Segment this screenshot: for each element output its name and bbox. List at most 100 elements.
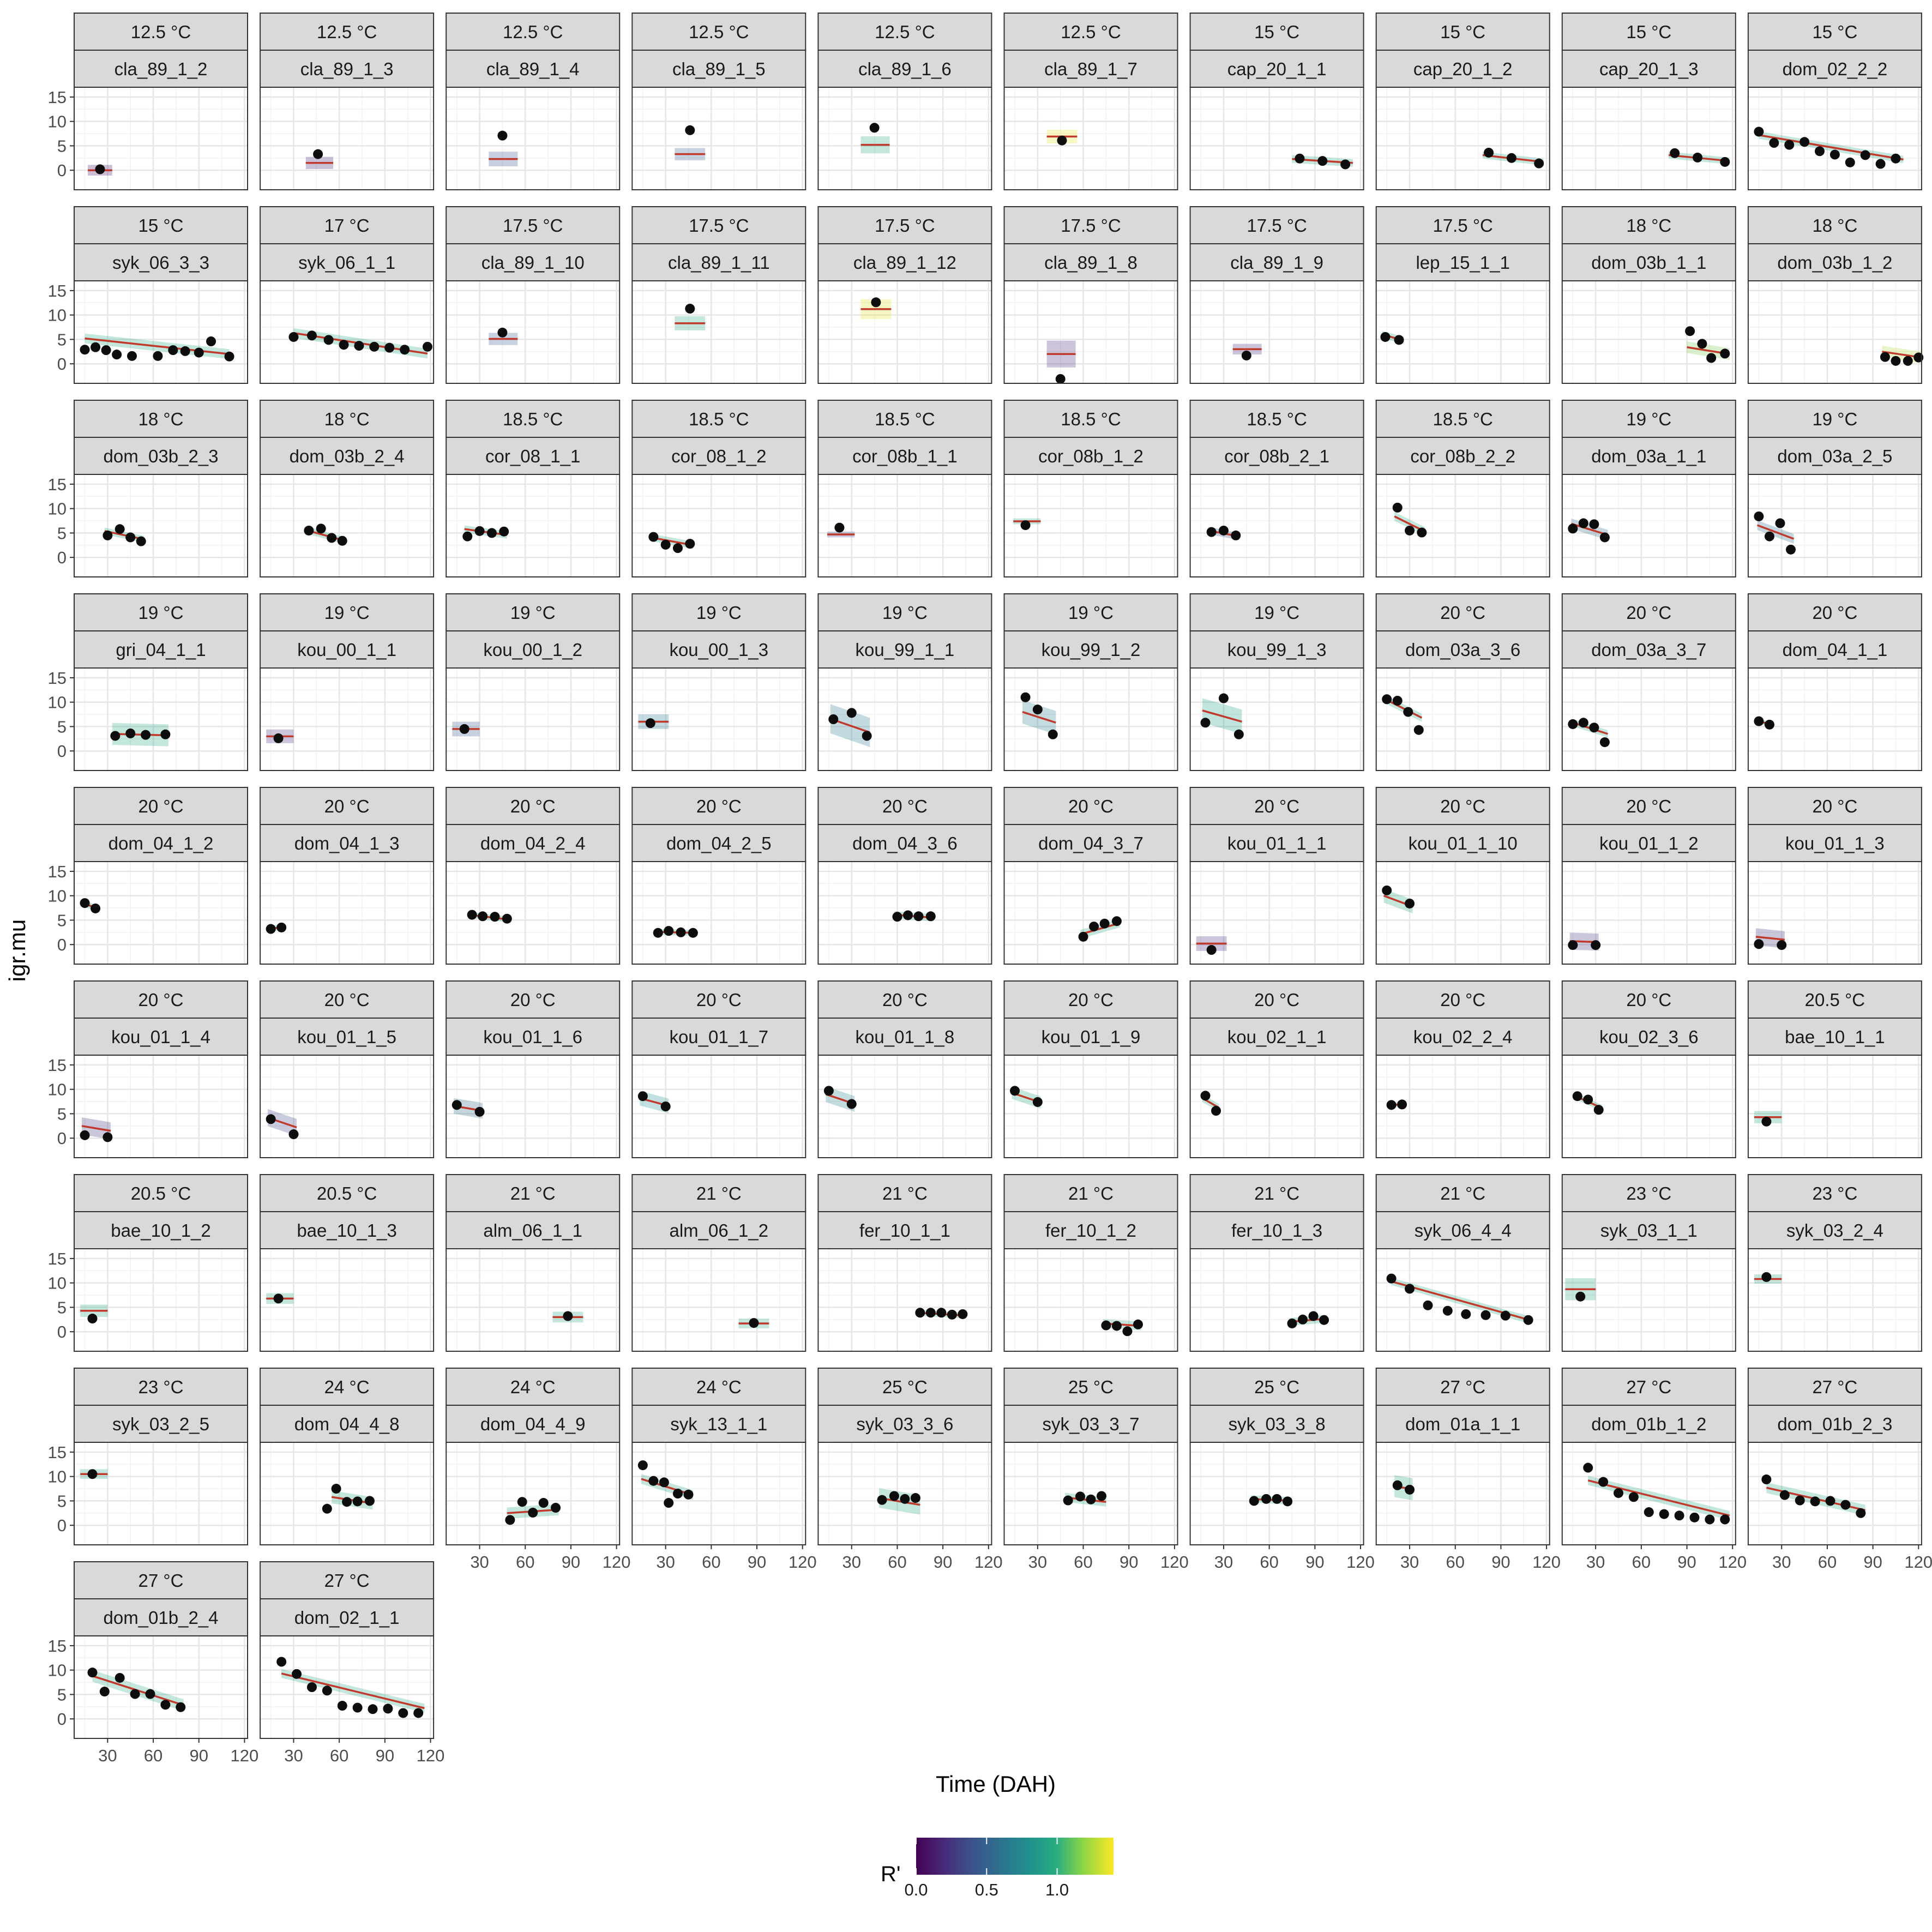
strip-temperature-label: 18 °C <box>139 409 184 429</box>
strip-temperature-label: 19 °C <box>696 603 742 623</box>
facet-panel-syk_03_2_4: 23 °C syk_03_2_4 <box>1747 1174 1922 1352</box>
strip-id-label: syk_13_1_1 <box>670 1414 767 1434</box>
strip-id <box>817 437 992 475</box>
y-tick-label: 10 <box>48 1080 67 1099</box>
panel-border <box>1747 1442 1922 1545</box>
strip-temperature-label: 21 °C <box>510 1183 556 1203</box>
panel-border <box>74 1635 248 1739</box>
gridlines <box>74 1249 248 1351</box>
strip-temperature-label: 15 °C <box>139 215 184 236</box>
y-tick-label: 0 <box>57 161 67 180</box>
gridlines <box>446 87 620 190</box>
strip-temperature <box>817 13 992 51</box>
gridlines <box>1562 474 1736 577</box>
strip-temperature <box>631 13 806 51</box>
data-point <box>306 330 317 341</box>
y-tick-label: 5 <box>57 523 67 543</box>
panel-border <box>446 861 621 965</box>
plot-area <box>1376 668 1550 771</box>
fit-line <box>281 1672 425 1710</box>
gridlines <box>74 862 248 964</box>
strip-temperature <box>74 400 248 438</box>
facet-panel-cor_08b_2_2: 18.5 °C cor_08b_2_2 <box>1375 400 1550 577</box>
gridlines <box>818 1442 992 1545</box>
facet-panel-cor_08b_2_1: 18.5 °C cor_08b_2_1 <box>1189 400 1364 577</box>
strip-id <box>74 1598 248 1636</box>
strip-id <box>1747 437 1922 475</box>
gridlines <box>260 668 434 771</box>
strip-temperature-label: 21 °C <box>1068 1183 1114 1203</box>
gridlines <box>1562 87 1736 190</box>
x-tick-label: 90 <box>1491 1552 1510 1572</box>
strip-temperature-label: 18.5 °C <box>689 409 749 429</box>
data-point <box>648 532 659 542</box>
strip-temperature-label: 20 °C <box>1812 796 1857 816</box>
strip-temperature <box>1747 593 1922 631</box>
strip-id <box>260 50 435 88</box>
x-tick-label: 120 <box>1160 1552 1189 1572</box>
data-point <box>1754 939 1764 949</box>
data-point <box>1287 1318 1297 1328</box>
facet-panel-dom_04_2_4: 20 °C dom_04_2_4 <box>446 787 621 965</box>
strip-temperature-label: 17.5 °C <box>875 215 935 236</box>
data-point <box>1211 1106 1221 1116</box>
plot-area <box>1004 1249 1178 1351</box>
facet-panel-syk_13_1_1: 24 °C syk_13_1_1 30 60 90 120 <box>631 1368 817 1572</box>
fit-line <box>1080 922 1120 936</box>
panel-border <box>1189 280 1364 384</box>
panel-border <box>446 87 621 190</box>
panel-border <box>631 861 806 965</box>
plot-area <box>632 474 806 577</box>
data-point <box>925 911 936 922</box>
plot-area <box>446 1442 620 1545</box>
strip-id-label: dom_01b_2_4 <box>103 1608 218 1628</box>
data-point <box>486 528 497 538</box>
plot-area <box>632 281 806 383</box>
strip-temperature <box>446 400 621 438</box>
strip-temperature <box>1747 980 1922 1019</box>
strip-id-label: syk_06_1_1 <box>298 252 395 273</box>
data-point <box>925 1308 936 1318</box>
data-point <box>497 327 508 338</box>
strip-id-label: cla_89_1_6 <box>858 59 952 79</box>
data-point <box>1599 737 1610 748</box>
data-point <box>101 345 111 356</box>
strip-temperature <box>817 593 992 631</box>
strip-temperature-label: 12.5 °C <box>131 22 191 42</box>
plot-area <box>446 1249 620 1351</box>
plot-area <box>1190 1442 1364 1545</box>
data-point <box>1405 1284 1415 1294</box>
data-point <box>1111 1321 1122 1331</box>
facet-panel-kou_01_1_8: 20 °C kou_01_1_8 <box>817 980 992 1158</box>
strip-id-label: kou_01_1_1 <box>1227 833 1327 853</box>
data-point <box>112 350 122 360</box>
data-point <box>1405 898 1415 908</box>
strip-temperature-label: 12.5 °C <box>503 22 563 42</box>
data-point <box>551 1502 561 1513</box>
x-tick-label: 90 <box>1863 1552 1882 1572</box>
y-tick-label: 5 <box>57 136 67 155</box>
data-point <box>462 531 473 541</box>
data-point <box>877 1495 887 1505</box>
data-point <box>1644 1507 1654 1518</box>
data-point <box>1589 519 1599 529</box>
data-point <box>1578 518 1588 528</box>
data-point <box>1903 356 1913 366</box>
facet-panel-cla_89_1_12: 17.5 °C cla_89_1_12 <box>817 206 992 384</box>
data-point <box>127 351 137 361</box>
gridlines <box>74 281 248 383</box>
plot-area <box>1562 281 1736 383</box>
data-point <box>1206 527 1217 537</box>
strip-temperature-label: 15 °C <box>1812 22 1857 42</box>
panel-border <box>74 87 248 190</box>
data-point <box>1417 527 1427 538</box>
strip-temperature <box>1375 980 1550 1019</box>
data-point <box>1764 531 1774 541</box>
y-tick-label: 10 <box>48 1661 67 1680</box>
strip-temperature <box>1747 1174 1922 1212</box>
y-tick-label: 5 <box>57 1104 67 1123</box>
strip-id <box>1561 243 1736 281</box>
strip-id <box>1003 824 1178 862</box>
strip-id-label: syk_03_3_6 <box>856 1414 953 1434</box>
strip-temperature-label: 20 °C <box>696 990 742 1010</box>
